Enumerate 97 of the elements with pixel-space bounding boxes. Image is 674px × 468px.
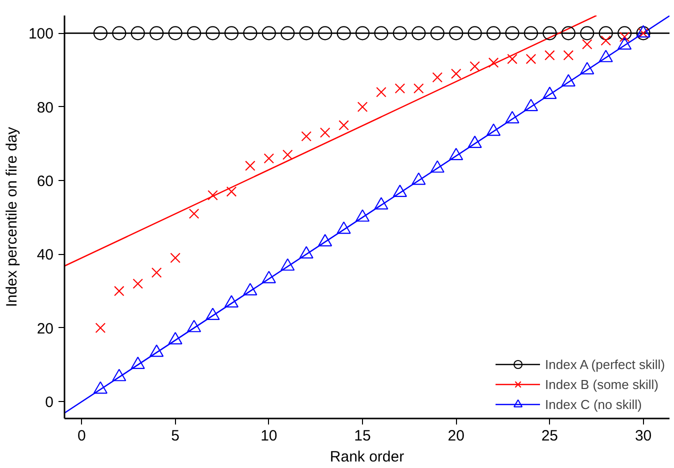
- point: [449, 148, 464, 160]
- point: [93, 26, 108, 40]
- point: [150, 344, 164, 357]
- point: [392, 26, 407, 40]
- point: [226, 186, 237, 197]
- point: [618, 26, 632, 40]
- point: [486, 123, 501, 136]
- x-tick-label: 15: [354, 428, 371, 444]
- x-tick-label: 25: [541, 428, 558, 444]
- point: [524, 26, 538, 40]
- point: [470, 61, 480, 72]
- point: [188, 208, 200, 219]
- point: [450, 68, 462, 79]
- point: [582, 39, 592, 50]
- point: [130, 26, 145, 40]
- x-tick-label: 10: [260, 428, 278, 444]
- point: [486, 26, 501, 40]
- point: [208, 190, 218, 200]
- point: [374, 197, 388, 210]
- y-tick-label: 0: [45, 394, 54, 412]
- point: [114, 286, 124, 296]
- point: [526, 54, 536, 64]
- point: [449, 26, 464, 40]
- point: [112, 368, 126, 382]
- point: [243, 282, 258, 296]
- point: [392, 184, 407, 197]
- y-tick-label: 40: [36, 246, 54, 264]
- point: [224, 295, 239, 308]
- point: [355, 209, 370, 222]
- point: [355, 26, 370, 40]
- point: [357, 102, 368, 112]
- point: [412, 26, 426, 40]
- point: [168, 26, 182, 40]
- point: [224, 26, 239, 40]
- point: [130, 356, 145, 370]
- y-tick-label: 60: [36, 173, 54, 190]
- point: [488, 58, 499, 68]
- point: [542, 86, 557, 100]
- point: [245, 160, 256, 171]
- legend-label: Index C (no skill): [545, 396, 642, 412]
- point: [320, 127, 330, 138]
- x-tick-label: 5: [171, 428, 180, 444]
- y-axis-title: Index percentile on fire day: [3, 126, 20, 308]
- point: [318, 26, 332, 40]
- point: [280, 258, 295, 271]
- point: [507, 54, 518, 64]
- point: [430, 26, 444, 40]
- point: [468, 136, 482, 148]
- legend-label: Index A (perfect skill): [545, 356, 665, 372]
- point: [243, 26, 258, 40]
- point: [301, 131, 312, 142]
- point: [542, 26, 557, 40]
- point: [430, 160, 444, 173]
- point: [280, 26, 295, 40]
- point: [168, 332, 182, 344]
- point: [336, 26, 351, 40]
- point: [336, 221, 351, 234]
- point: [262, 26, 276, 40]
- point: [524, 98, 538, 112]
- point: [468, 26, 482, 40]
- point: [505, 26, 520, 40]
- point: [432, 72, 443, 83]
- point: [186, 26, 202, 40]
- y-tick-label: 80: [36, 99, 54, 116]
- point: [264, 153, 274, 164]
- point: [112, 26, 126, 40]
- point: [412, 172, 426, 185]
- legend-label: Index B (some skill): [545, 376, 658, 392]
- point: [186, 320, 202, 332]
- point: [150, 26, 164, 40]
- y-tick-label: 100: [28, 26, 54, 43]
- x-tick-label: 0: [78, 428, 86, 444]
- point: [151, 267, 162, 278]
- point: [299, 246, 314, 259]
- point: [544, 50, 555, 60]
- x-axis-title: Rank order: [330, 448, 404, 466]
- point: [93, 381, 108, 394]
- point: [394, 83, 406, 94]
- point: [282, 150, 293, 160]
- point: [299, 26, 314, 40]
- x-tick-label: 30: [634, 428, 652, 444]
- point: [318, 234, 332, 246]
- point: [206, 26, 220, 40]
- point: [563, 50, 574, 60]
- point: [561, 26, 576, 40]
- point: [262, 270, 276, 284]
- point: [598, 26, 613, 40]
- point: [374, 26, 388, 40]
- point: [376, 86, 386, 98]
- point: [600, 35, 611, 46]
- x-tick-label: 20: [448, 428, 464, 444]
- point: [580, 26, 594, 40]
- point: [170, 252, 180, 264]
- point: [414, 83, 424, 94]
- point: [338, 120, 349, 130]
- point: [206, 308, 220, 320]
- y-tick-label: 20: [36, 320, 54, 338]
